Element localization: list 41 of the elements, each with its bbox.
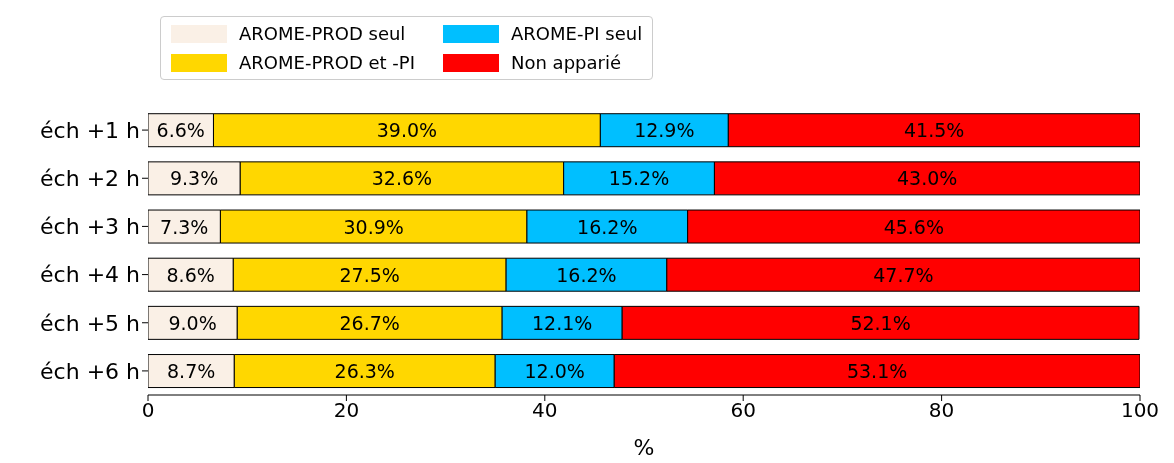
data-label: 7.3% [160,215,209,238]
data-label: 12.1% [531,311,593,334]
x-tick-label: 20 [333,398,360,423]
data-label: 16.2% [556,263,617,286]
data-label: 16.2% [577,215,638,238]
data-label: 8.7% [167,360,216,383]
data-label: 12.9% [634,119,695,142]
y-tick-label: éch +1 h [40,117,140,143]
data-label: 43.0% [897,167,958,190]
x-tick-label: 60 [730,398,756,423]
data-label: 26.7% [339,311,400,334]
data-label: 39.0% [376,119,438,142]
x-tick-label: 40 [532,398,558,423]
data-label: 6.6% [156,119,205,142]
data-label: 45.6% [883,215,944,238]
data-label: 15.2% [608,167,670,190]
data-label: 53.1% [846,360,908,383]
data-label: 30.9% [343,215,404,238]
y-tick-label: éch +3 h [40,214,140,240]
data-label: 41.5% [903,119,965,142]
legend-label: Non apparié [511,52,622,73]
legend-label: AROME-PI seul [511,23,643,44]
x-tick-label: 0 [141,398,155,423]
data-label: 47.7% [873,263,934,286]
y-tick-label: éch +4 h [40,262,140,288]
y-tick-label: éch +5 h [40,310,140,336]
data-label: 52.1% [850,311,911,334]
data-label: 8.6% [166,263,215,286]
x-tick-label: 80 [928,398,955,423]
x-axis-title: % [633,435,655,460]
data-label: 9.3% [169,167,219,190]
data-label: 32.6% [371,167,433,190]
y-tick-label: éch +6 h [40,358,140,384]
legend-label: AROME-PROD et -PI [239,52,416,73]
data-label: 12.0% [524,360,585,383]
legend-label: AROME-PROD seul [239,23,406,44]
y-tick-label: éch +2 h [40,166,140,192]
data-label: 26.3% [334,360,395,383]
data-label: 9.0% [168,311,217,334]
data-label: 27.5% [339,263,400,286]
x-tick-label: 100 [1120,398,1160,423]
